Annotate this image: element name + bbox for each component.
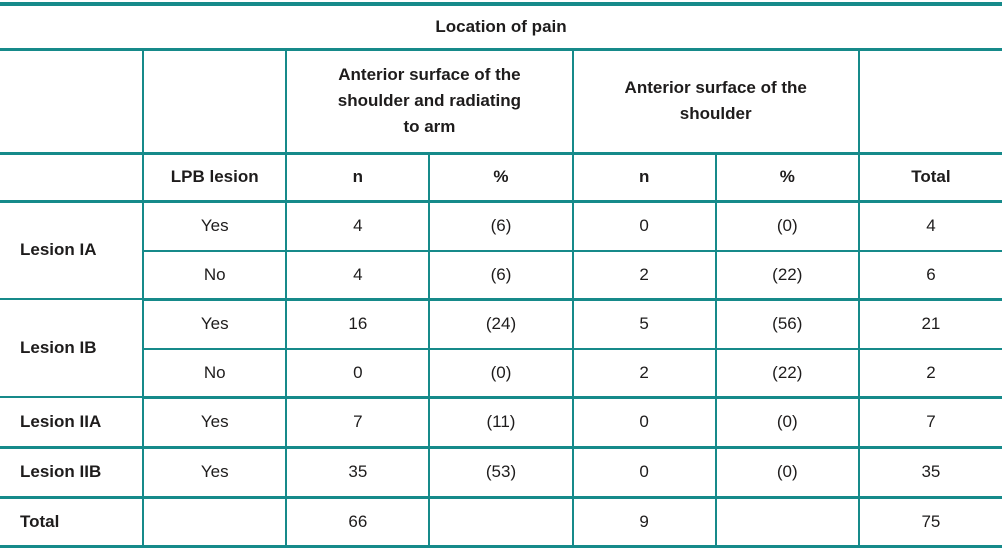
cell-n-arm: 35: [285, 447, 430, 499]
table-row: Lesion IIB Yes 35 (53) 0 (0) 35: [0, 447, 1002, 499]
empty-cell: [142, 49, 287, 155]
empty-cell: [0, 153, 144, 203]
cell-n-arm: 7: [285, 397, 430, 449]
cell-lpb: Yes: [142, 397, 287, 449]
cell-row-total: 21: [857, 299, 1002, 350]
column-header-n-arm: n: [285, 153, 430, 203]
cell-row-total: 2: [857, 349, 1002, 399]
table-row: No 0 (0) 2 (22) 2: [0, 349, 1002, 399]
cell-row-total: 4: [857, 201, 1002, 252]
table-title: Location of pain: [0, 4, 1002, 51]
row-label-lesion-iib: Lesion IIB: [0, 447, 144, 499]
table-row: No 4 (6) 2 (22) 6: [0, 251, 1002, 301]
cell-row-total: 7: [857, 397, 1002, 449]
column-header-row: LPB lesion n % n % Total: [0, 153, 1002, 203]
column-header-pct-shoulder: %: [714, 153, 859, 203]
cell-pct-shoulder: (0): [714, 397, 859, 449]
cell-pct-arm: (24): [428, 299, 573, 350]
cell-lpb: Yes: [142, 299, 287, 350]
cell-total-n-arm: 66: [285, 497, 430, 546]
cell-lpb: Yes: [142, 201, 287, 252]
total-row: Total 66 9 75: [0, 497, 1002, 546]
empty-cell: [0, 49, 144, 155]
cell-total-n-shoulder: 9: [571, 497, 716, 546]
cell-lpb: No: [142, 349, 287, 399]
cell-pct-arm: (6): [428, 251, 573, 301]
cell-n-shoulder: 0: [571, 201, 716, 252]
empty-cell: [857, 49, 1002, 155]
column-header-pct-arm: %: [428, 153, 573, 203]
table-row: Lesion IB Yes 16 (24) 5 (56) 21: [0, 299, 1002, 398]
cell-row-total: 35: [857, 447, 1002, 499]
cell-pct-shoulder: (56): [714, 299, 859, 350]
total-row-label: Total: [20, 511, 60, 531]
cell-n-shoulder: 2: [571, 251, 716, 301]
cell-pct-shoulder: (22): [714, 349, 859, 399]
cell-grand-total: 75: [857, 497, 1002, 546]
row-label-lesion-iia: Lesion IIA: [0, 397, 144, 449]
row-label-lesion-ib: Lesion IB: [0, 299, 144, 398]
table-title-row: Location of pain: [0, 4, 1002, 51]
cell-lpb: Yes: [142, 447, 287, 499]
group-header-row: Anterior surface of the shoulder and rad…: [0, 49, 1002, 155]
cell-n-arm: 0: [285, 349, 430, 399]
cell-n-arm: 16: [285, 299, 430, 350]
cell-n-shoulder: 2: [571, 349, 716, 399]
cell-total-pct-shoulder: [714, 497, 859, 546]
cell-pct-arm: (0): [428, 349, 573, 399]
cell-total-pct-arm: [428, 497, 573, 546]
table-row: Lesion IIA Yes 7 (11) 0 (0) 7: [0, 397, 1002, 449]
cell-lpb: No: [142, 251, 287, 301]
cell-n-arm: 4: [285, 201, 430, 252]
location-of-pain-table: Location of pain Anterior surface of the…: [0, 2, 1002, 548]
cell-lpb: [142, 497, 287, 546]
table-row: Lesion IA Yes 4 (6) 0 (0) 4: [0, 201, 1002, 300]
column-header-total: Total: [857, 153, 1002, 203]
cell-row-total: 6: [857, 251, 1002, 301]
cell-pct-shoulder: (0): [714, 201, 859, 252]
cell-n-shoulder: 5: [571, 299, 716, 350]
cell-pct-shoulder: (22): [714, 251, 859, 301]
group-header-arm-radiating: Anterior surface of the shoulder and rad…: [285, 49, 573, 155]
cell-n-shoulder: 0: [571, 397, 716, 449]
cell-n-arm: 4: [285, 251, 430, 301]
cell-pct-arm: (6): [428, 201, 573, 252]
column-header-lpb-lesion: LPB lesion: [142, 153, 287, 203]
column-header-n-shoulder: n: [571, 153, 716, 203]
cell-pct-arm: (53): [428, 447, 573, 499]
cell-n-shoulder: 0: [571, 447, 716, 499]
cell-pct-arm: (11): [428, 397, 573, 449]
cell-pct-shoulder: (0): [714, 447, 859, 499]
group-header-shoulder: Anterior surface of the shoulder: [571, 49, 859, 155]
row-label-lesion-ia: Lesion IA: [0, 201, 144, 300]
